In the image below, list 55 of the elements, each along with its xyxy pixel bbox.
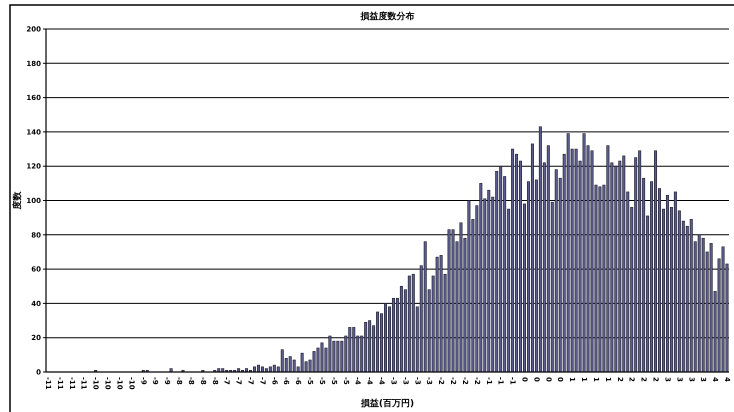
bar (352, 327, 356, 372)
bar (698, 234, 701, 372)
bar (554, 169, 558, 372)
bar (336, 340, 340, 372)
bar (452, 229, 455, 372)
bar (376, 312, 380, 372)
bar (252, 366, 256, 372)
bar (598, 186, 602, 372)
bar (368, 320, 372, 372)
bar (436, 256, 439, 372)
bar (217, 368, 220, 372)
bar (479, 183, 482, 372)
bar (710, 243, 713, 372)
bar (424, 241, 427, 372)
bar (412, 274, 415, 372)
bar (400, 286, 403, 372)
bar (440, 255, 443, 372)
bar (467, 200, 470, 372)
bar (268, 366, 272, 372)
bar (566, 133, 570, 372)
bar (384, 303, 388, 372)
chart-title: 損益度数分布 (360, 11, 414, 22)
bar (638, 150, 642, 372)
bar (511, 148, 514, 372)
bar (280, 349, 284, 372)
bar (292, 360, 296, 372)
bar (622, 156, 626, 372)
bar (546, 145, 550, 372)
bar (448, 229, 451, 372)
bar (582, 133, 586, 372)
bar (260, 366, 264, 372)
bar (606, 145, 610, 372)
bar (538, 126, 542, 372)
bar (690, 219, 693, 372)
bar (574, 148, 578, 372)
x-axis-title: 損益(百万円) (360, 398, 414, 409)
bar (674, 192, 677, 372)
bar (364, 322, 368, 372)
bar (300, 352, 304, 372)
bar (666, 195, 669, 372)
bar (312, 351, 316, 372)
bar (348, 327, 352, 372)
bar (320, 342, 324, 372)
bar (288, 356, 292, 372)
bar (392, 298, 395, 372)
y-axis-title: 度数 (12, 190, 23, 210)
bar (487, 190, 490, 372)
bar (499, 166, 502, 372)
bar (328, 336, 332, 372)
bar (702, 238, 705, 372)
bar (654, 150, 658, 372)
bar (408, 276, 411, 372)
bar (530, 144, 534, 372)
bar (722, 246, 725, 372)
bar (459, 222, 462, 372)
